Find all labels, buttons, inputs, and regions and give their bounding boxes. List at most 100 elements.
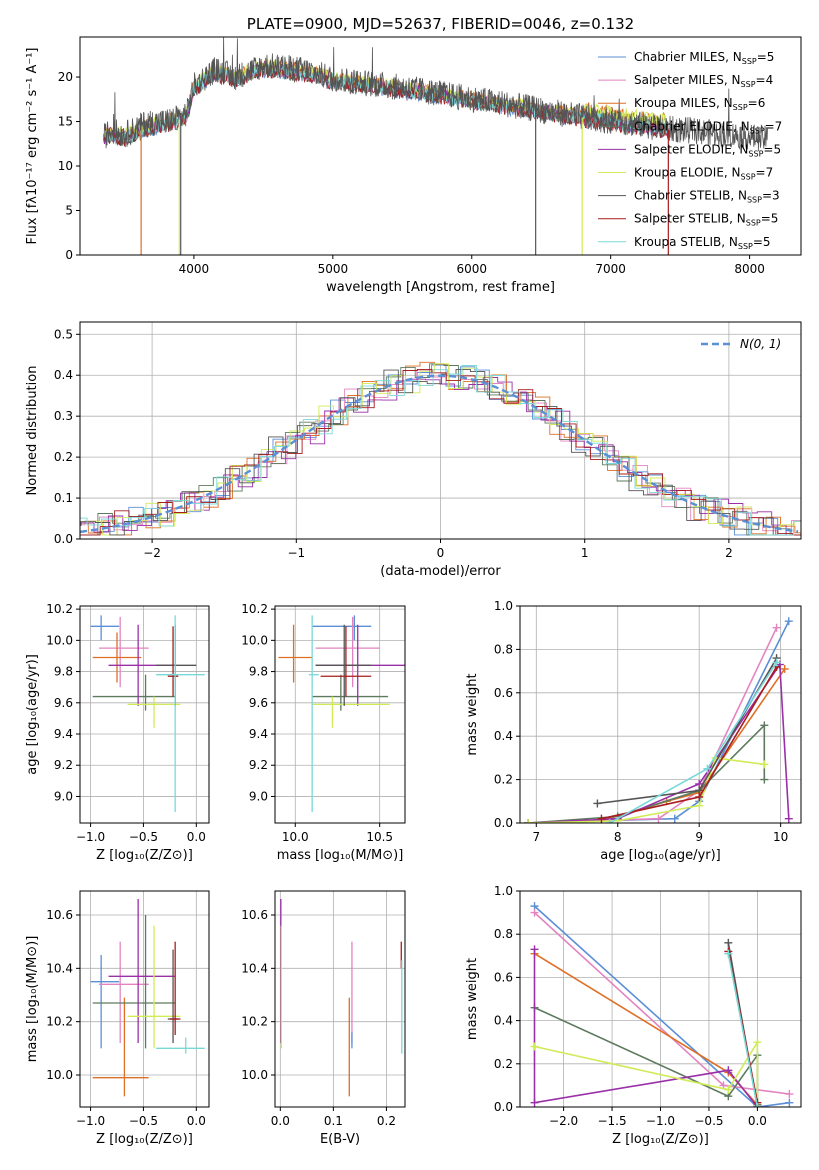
x-tick-label: 5000	[318, 262, 349, 276]
legend-name: Kroupa STELIB, N	[634, 235, 738, 249]
legend-count: =7	[756, 166, 774, 180]
y-tick-label: 10.0	[46, 1068, 73, 1082]
x-tick-label: −2	[143, 546, 161, 560]
x-tick-label: 10.0	[282, 830, 309, 844]
legend-name: Chabrier ELODIE, N	[634, 119, 750, 133]
legend-entry: Chabrier STELIB, NSSP=3	[634, 189, 780, 205]
x-tick-label: 8	[614, 830, 622, 844]
data-point-salp_elodie	[530, 945, 539, 954]
x-tick-label: 9	[695, 830, 703, 844]
plot-frame	[79, 36, 802, 256]
plot-frame	[274, 890, 406, 1108]
data-point-krou_stelib	[772, 658, 781, 667]
data-point-salp_miles	[654, 814, 663, 823]
series-line-salp_elodie	[528, 662, 790, 823]
series-lines	[524, 617, 793, 823]
x-tick-label: 0.0	[271, 1114, 290, 1128]
x-axis-label: Z [log₁₀(Z/Z⊙)]	[96, 1132, 193, 1147]
x-tick-label: −0.5	[129, 830, 158, 844]
data-point-chab_elodie	[760, 721, 769, 730]
histogram-steps	[80, 361, 801, 536]
data-point-salp_stelib	[597, 814, 606, 823]
legend-subscript: SSP	[738, 242, 753, 251]
x-axis-label: E(B-V)	[320, 1132, 360, 1147]
error-bars	[278, 615, 405, 813]
legend-entry: Salpeter STELIB, NSSP=5	[634, 212, 778, 228]
data-point-chab_elodie	[760, 775, 769, 784]
legend-subscript: SSP	[746, 219, 761, 228]
y-tick-label: 10.0	[241, 1068, 268, 1082]
series-line-salp_elodie	[533, 949, 759, 1107]
error-bars	[90, 615, 205, 813]
y-tick-label: 20	[58, 70, 73, 84]
data-point-salp_elodie	[724, 1066, 733, 1075]
y-tick-label: 9.0	[249, 789, 268, 803]
legend-name: Chabrier STELIB, N	[634, 189, 747, 203]
x-axis-label: Z [log₁₀(Z/Z⊙)]	[96, 848, 193, 863]
ebv-vs-mass-panel: 0.0 0.1 0.2 10.0 10.2 10.4 10.6 E(B-V)	[241, 890, 406, 1147]
data-point-chab_miles	[670, 814, 679, 823]
y-tick-label: 0.4	[54, 368, 73, 382]
y-tick-label: 0.2	[494, 1057, 513, 1071]
legend-name: Salpeter STELIB, N	[634, 212, 746, 226]
series-line-chab_stelib	[597, 657, 778, 805]
z-vs-mass-panel: −1.0 −0.5 0.0 10.0 10.2 10.4 10.6 Z [log₁₀(Z/Z⊙…	[25, 890, 210, 1147]
y-tick-label: 10.4	[241, 961, 268, 975]
y-tick-label: 0.5	[54, 327, 73, 341]
data-point-krou_miles	[780, 664, 789, 673]
legend-entry: Kroupa STELIB, NSSP=5	[634, 235, 771, 251]
legend-name: Salpeter ELODIE, N	[634, 142, 748, 156]
y-tick-label: 0.2	[494, 773, 513, 787]
x-tick-label: 10.5	[366, 830, 393, 844]
data-point-chab_miles	[784, 617, 793, 626]
legend-entry: Kroupa ELODIE, NSSP=7	[634, 166, 773, 182]
normal-curve	[80, 374, 799, 533]
y-axis-label: mass [log₁₀(M/M⊙)]	[25, 936, 40, 1063]
legend-entry: Chabrier ELODIE, NSSP=7	[634, 119, 782, 135]
legend-count: =7	[765, 119, 783, 133]
legend-count: =6	[748, 96, 766, 110]
legend-subscript: SSP	[747, 196, 762, 205]
residuals-panel: −2 −1 0 1 2 0.0 0.1 0.2 0.3 0.4 0.5 (data-model)/er…	[25, 321, 802, 579]
y-tick-label: 0.0	[494, 816, 513, 830]
y-tick-label: 0.0	[494, 1100, 513, 1114]
legend-name: Kroupa MILES, N	[634, 96, 733, 110]
plot-frame	[79, 605, 210, 824]
legend-count: =3	[762, 189, 780, 203]
legend-count: =5	[761, 212, 779, 226]
age-vs-massweight-panel: 7 8 9 10 0.0 0.2 0.4 0.6 0.8 1.0 age [log₁₀(age/yr…	[465, 599, 802, 863]
y-tick-label: 9.2	[54, 758, 73, 772]
x-tick-label: −2.0	[549, 1114, 578, 1128]
y-tick-label: 9.4	[54, 727, 73, 741]
y-tick-label: 0.8	[494, 927, 513, 941]
legend-entry: N(0, 1)	[740, 337, 781, 351]
y-tick-label: 10.2	[241, 1015, 268, 1029]
y-tick-label: 0.8	[494, 642, 513, 656]
x-tick-label: 4000	[179, 262, 210, 276]
series-line-chab_miles	[528, 620, 790, 823]
y-tick-label: 9.8	[249, 665, 268, 679]
data-point-salp_miles	[530, 908, 539, 917]
legend-entry: Kroupa MILES, NSSP=6	[634, 96, 765, 112]
x-tick-label: 7000	[595, 262, 626, 276]
y-tick-label: 9.2	[249, 758, 268, 772]
legend-name: Kroupa ELODIE, N	[634, 166, 741, 180]
plot-frame	[79, 321, 802, 540]
x-tick-label: −1.0	[646, 1114, 675, 1128]
x-tick-label: 0.2	[377, 1114, 396, 1128]
legend-entry: Salpeter ELODIE, NSSP=5	[634, 142, 781, 158]
x-tick-label: 0.1	[324, 1114, 343, 1128]
histogram-chab_miles	[80, 364, 801, 536]
x-tick-label: 2	[725, 546, 733, 560]
spectrum-lines	[103, 37, 768, 255]
legend-name: Chabrier MILES, N	[634, 50, 742, 64]
legend-subscript: SSP	[741, 80, 756, 89]
histogram-chab_stelib	[80, 368, 801, 536]
data-point-salp_elodie	[784, 814, 793, 823]
data-point-chab_stelib	[593, 799, 602, 808]
data-point-krou_stelib	[605, 819, 614, 823]
histogram-salp_miles	[80, 369, 801, 536]
x-axis-label: age [log₁₀(age/yr)]	[600, 848, 721, 863]
legend-count: =5	[763, 142, 781, 156]
